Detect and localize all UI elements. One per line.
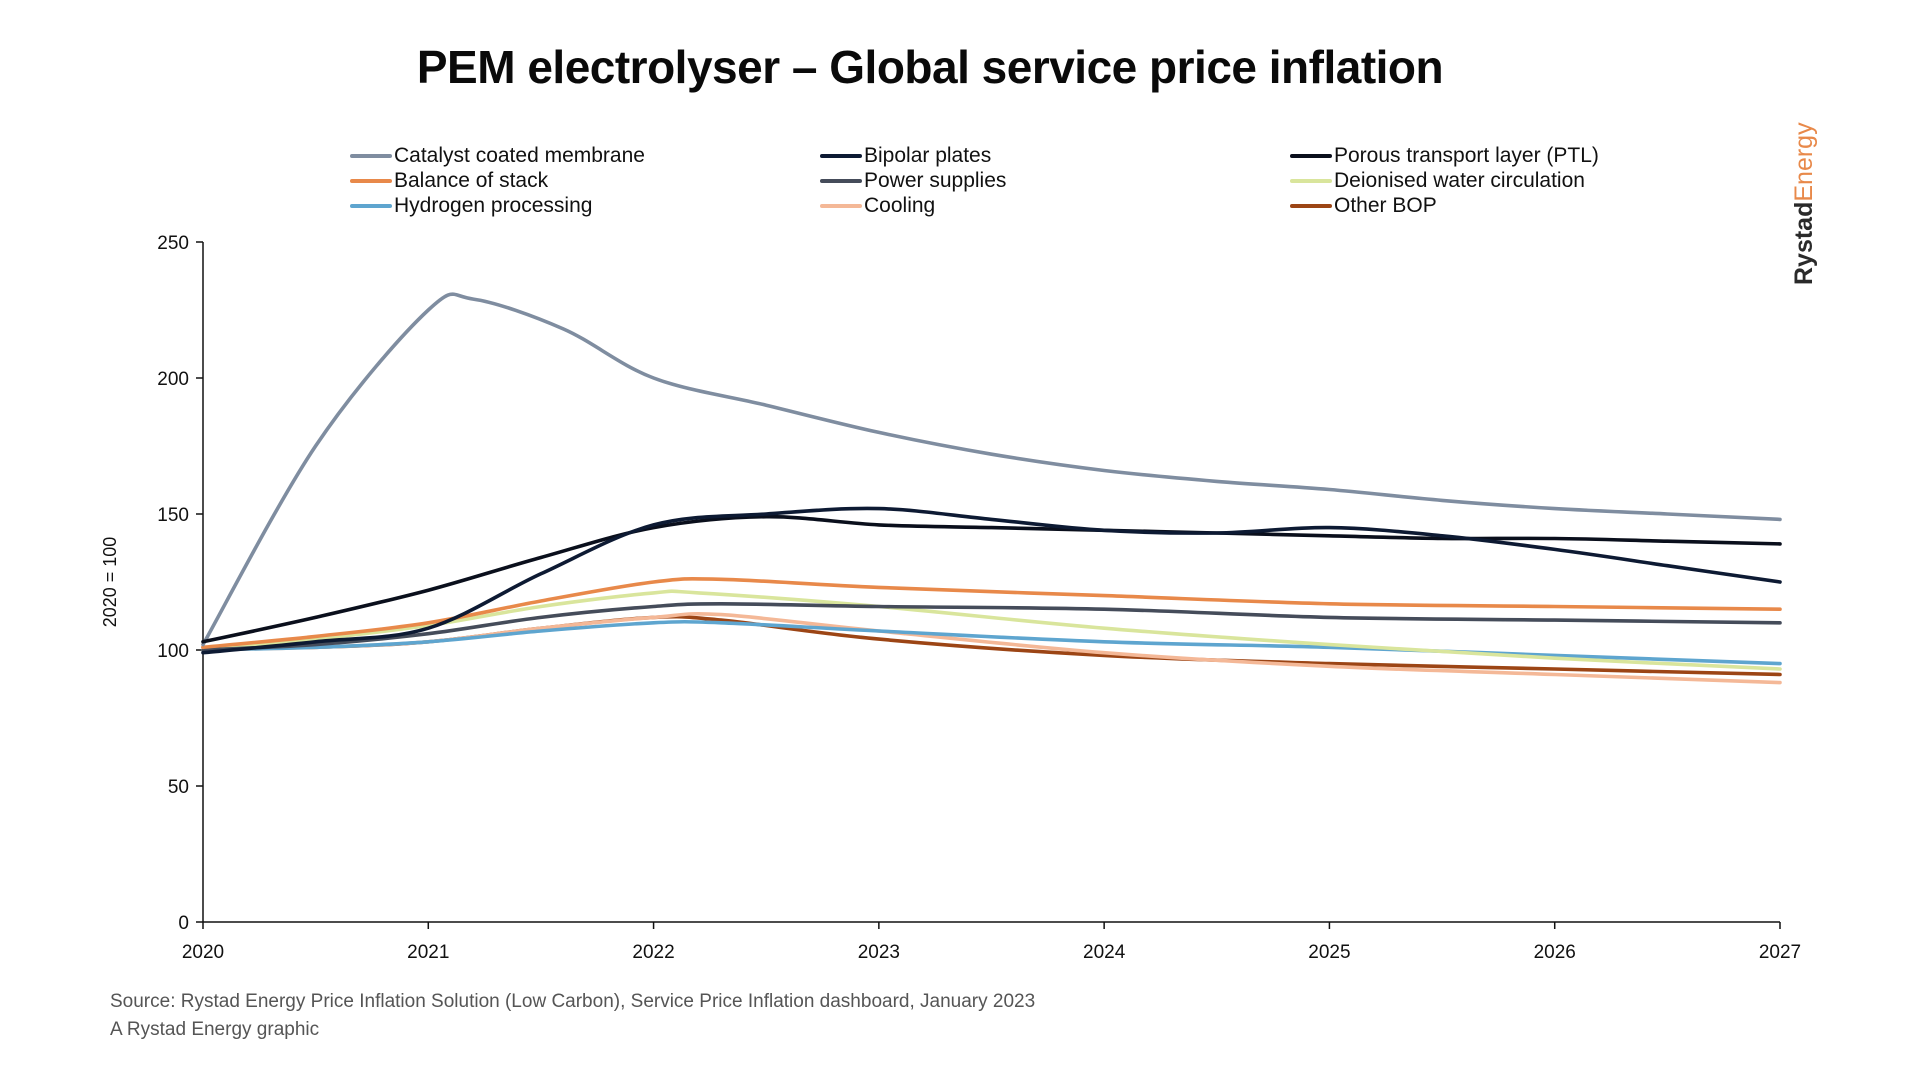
x-tick-label: 2023: [858, 942, 900, 963]
legend-item: Porous transport layer (PTL): [1290, 143, 1680, 168]
y-tick-label: 100: [157, 641, 189, 662]
legend-label: Cooling: [864, 193, 936, 217]
legend-label: Hydrogen processing: [394, 193, 593, 217]
y-axis-label: 2020 = 100: [100, 537, 120, 628]
legend-item: Bipolar plates: [820, 143, 1290, 168]
legend-swatch: [820, 178, 862, 183]
x-tick-label: 2021: [407, 942, 449, 963]
legend-item: Catalyst coated membrane: [350, 143, 820, 168]
legend-swatch: [350, 203, 392, 208]
legend-item: Hydrogen processing: [350, 193, 820, 218]
x-tick-label: 2025: [1308, 942, 1350, 963]
legend-label: Balance of stack: [394, 168, 549, 192]
x-tick-label: 2026: [1534, 942, 1576, 963]
legend-swatch: [820, 203, 862, 208]
legend-label: Bipolar plates: [864, 143, 992, 167]
series-line-porous-transport-layer-ptl: [201, 514, 1782, 644]
x-tick-label: 2024: [1083, 942, 1126, 963]
legend-item: Cooling: [820, 193, 1290, 218]
chart-legend: Catalyst coated membrane Bipolar plates Po…: [350, 143, 1680, 218]
legend-swatch: [1290, 178, 1332, 183]
source-note: Source: Rystad Energy Price Inflation So…: [110, 991, 1036, 1012]
series-line-catalyst-coated-membrane: [201, 292, 1782, 647]
legend-item: Balance of stack: [350, 168, 820, 193]
series-line-deionised-water-circulation: [201, 589, 1782, 671]
y-tick-label: 150: [157, 505, 189, 526]
series-line-balance-of-stack: [201, 577, 1782, 650]
legend-swatch: [1290, 203, 1332, 208]
legend-label: Other BOP: [1334, 193, 1437, 217]
y-tick-label: 200: [157, 369, 189, 390]
legend-swatch: [350, 178, 392, 183]
legend-label: Power supplies: [864, 168, 1007, 192]
x-tick-label: 2020: [182, 942, 224, 963]
chart-title: PEM electrolyser – Global service price …: [416, 41, 1444, 93]
x-tick-label: 2027: [1759, 942, 1801, 963]
legend-item: Power supplies: [820, 168, 1290, 193]
series-line-bipolar-plates: [201, 506, 1782, 655]
x-tick-label: 2022: [632, 942, 674, 963]
y-tick-label: 250: [157, 233, 189, 254]
legend-item: Other BOP: [1290, 193, 1680, 218]
legend-label: Deionised water circulation: [1334, 168, 1585, 192]
legend-label: Catalyst coated membrane: [394, 143, 645, 167]
legend-swatch: [350, 153, 392, 158]
legend-item: Deionised water circulation: [1290, 168, 1680, 193]
chart-footer: Source: Rystad Energy Price Inflation So…: [110, 988, 1035, 1044]
legend-swatch: [1290, 153, 1332, 158]
series-line-power-supplies: [201, 602, 1782, 652]
y-tick-label: 50: [168, 777, 189, 798]
credit-note: A Rystad Energy graphic: [110, 1019, 320, 1040]
legend-swatch: [820, 153, 862, 158]
y-tick-label: 0: [178, 913, 189, 934]
legend-label: Porous transport layer (PTL): [1334, 143, 1599, 167]
